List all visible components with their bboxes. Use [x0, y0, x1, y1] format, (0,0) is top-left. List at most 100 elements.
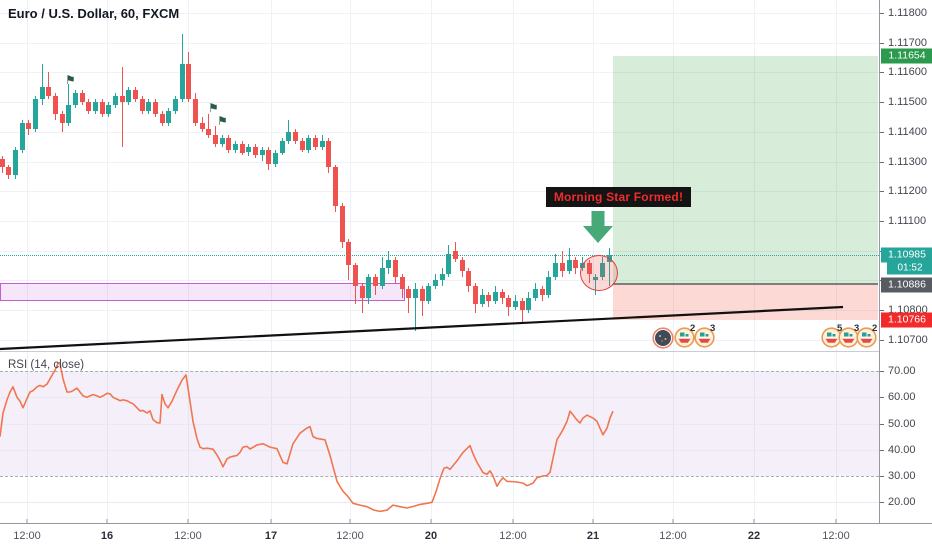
candle-body	[132, 90, 138, 100]
candle-body	[126, 90, 132, 103]
candle-body	[253, 146, 258, 156]
candle-body	[6, 167, 12, 175]
grid-line-horizontal	[0, 42, 879, 44]
candle-wick	[361, 283, 363, 313]
time-tick	[592, 519, 594, 524]
time-tick	[672, 519, 674, 524]
candle-body	[159, 114, 165, 123]
highlight-circle[interactable]	[580, 255, 618, 291]
down-arrow-icon[interactable]	[583, 211, 613, 243]
candle-body	[19, 122, 25, 150]
candle-body	[299, 140, 305, 150]
price-label: 1.11700	[888, 36, 927, 49]
candle-body	[326, 140, 332, 168]
rsi-indicator-label[interactable]: RSI (14, close)	[8, 359, 85, 371]
countdown-badge: 01:52	[887, 261, 932, 275]
current-price-line	[0, 255, 879, 257]
grid-line-horizontal	[0, 220, 879, 222]
candle-body	[226, 137, 232, 150]
candle-body	[146, 102, 152, 111]
grid-line-vertical	[188, 0, 189, 523]
price-tick	[880, 131, 884, 133]
candle-wick	[408, 286, 410, 313]
entry-line[interactable]	[613, 283, 878, 286]
price-badge: 1.10766	[881, 312, 932, 328]
marker-count: 2	[872, 323, 878, 334]
grid-line-horizontal	[0, 191, 879, 193]
price-tick	[880, 191, 884, 193]
candle-body	[26, 122, 32, 129]
candle-body	[179, 63, 185, 100]
loss-zone[interactable]	[613, 284, 878, 321]
snapshot-marker[interactable]	[651, 326, 674, 349]
candle-body	[539, 289, 545, 296]
time-axis[interactable]: 12:00 16 12:00 17 12:00 20 12:00 21 12:00 22 12:00	[0, 519, 932, 550]
candle-wick	[48, 72, 50, 100]
time-tick	[512, 519, 514, 524]
candle-body	[199, 122, 205, 129]
rsi-tick	[880, 371, 884, 372]
candle-body	[526, 298, 532, 310]
time-label: 17	[264, 530, 278, 542]
ship-marker[interactable]	[855, 326, 877, 348]
pane-separator[interactable]	[0, 351, 879, 352]
candle-body	[246, 146, 252, 153]
candle-body	[219, 137, 225, 144]
candle-body	[339, 206, 345, 242]
price-label: 1.11600	[888, 66, 927, 79]
candle-body	[66, 105, 72, 123]
profit-zone[interactable]	[613, 56, 878, 285]
marker-count: 2	[690, 323, 696, 334]
rsi-tick	[880, 423, 884, 425]
price-label: 1.11100	[888, 214, 927, 227]
grid-line-horizontal	[0, 72, 879, 74]
time-label: 22	[747, 530, 761, 542]
time-label: 12:00	[13, 530, 41, 542]
price-axis[interactable]: 1.11800 1.11700 1.11600 1.11500 1.11400 1.113…	[879, 0, 932, 523]
rsi-level-label: 50.00	[888, 417, 916, 430]
candle-body	[92, 102, 98, 111]
candle-body	[239, 143, 245, 153]
candle-body	[0, 158, 5, 168]
price-label: 1.11800	[888, 7, 927, 19]
grid-line-horizontal	[0, 102, 879, 104]
candle-body	[139, 99, 145, 111]
candle-body	[306, 137, 312, 150]
candle-body	[506, 298, 512, 307]
grid-line-vertical	[27, 0, 28, 523]
candle-body	[353, 265, 358, 287]
time-tick	[187, 519, 189, 524]
candle-body	[79, 93, 85, 103]
price-tick	[880, 161, 884, 163]
morning-star-label[interactable]: Morning Star Formed!	[546, 187, 691, 207]
flag-icon[interactable]: ⚑	[208, 101, 219, 115]
grid-line-vertical	[673, 0, 674, 523]
candle-body	[346, 241, 352, 266]
price-badge: 1.10985	[881, 247, 932, 263]
flag-icon[interactable]: ⚑	[65, 73, 76, 87]
candle-body	[426, 286, 432, 301]
candle-body	[433, 280, 439, 287]
candle-body	[486, 295, 492, 302]
marker-count: 5	[837, 323, 843, 334]
chart-plot-area[interactable]: Euro / U.S. Dollar, 60, FXCM RSI (14, cl…	[0, 0, 879, 523]
candle-body	[573, 259, 579, 269]
candle-body	[232, 143, 238, 150]
grid-line-horizontal	[0, 13, 879, 14]
support-rectangle[interactable]	[0, 283, 405, 301]
flag-icon[interactable]: ⚑	[217, 114, 228, 128]
time-tick	[349, 519, 351, 524]
rsi-level-line	[0, 502, 879, 504]
price-label: 1.11300	[888, 155, 927, 168]
candle-body	[46, 87, 52, 97]
rsi-level-label: 20.00	[888, 496, 916, 509]
candle-body	[493, 292, 499, 302]
rsi-level-label: 60.00	[888, 391, 916, 404]
grid-line-vertical	[107, 0, 108, 523]
grid-line-vertical	[513, 0, 514, 523]
candle-body	[119, 96, 125, 103]
candle-body	[453, 250, 459, 260]
time-tick	[270, 519, 272, 524]
candle-body	[59, 114, 65, 123]
